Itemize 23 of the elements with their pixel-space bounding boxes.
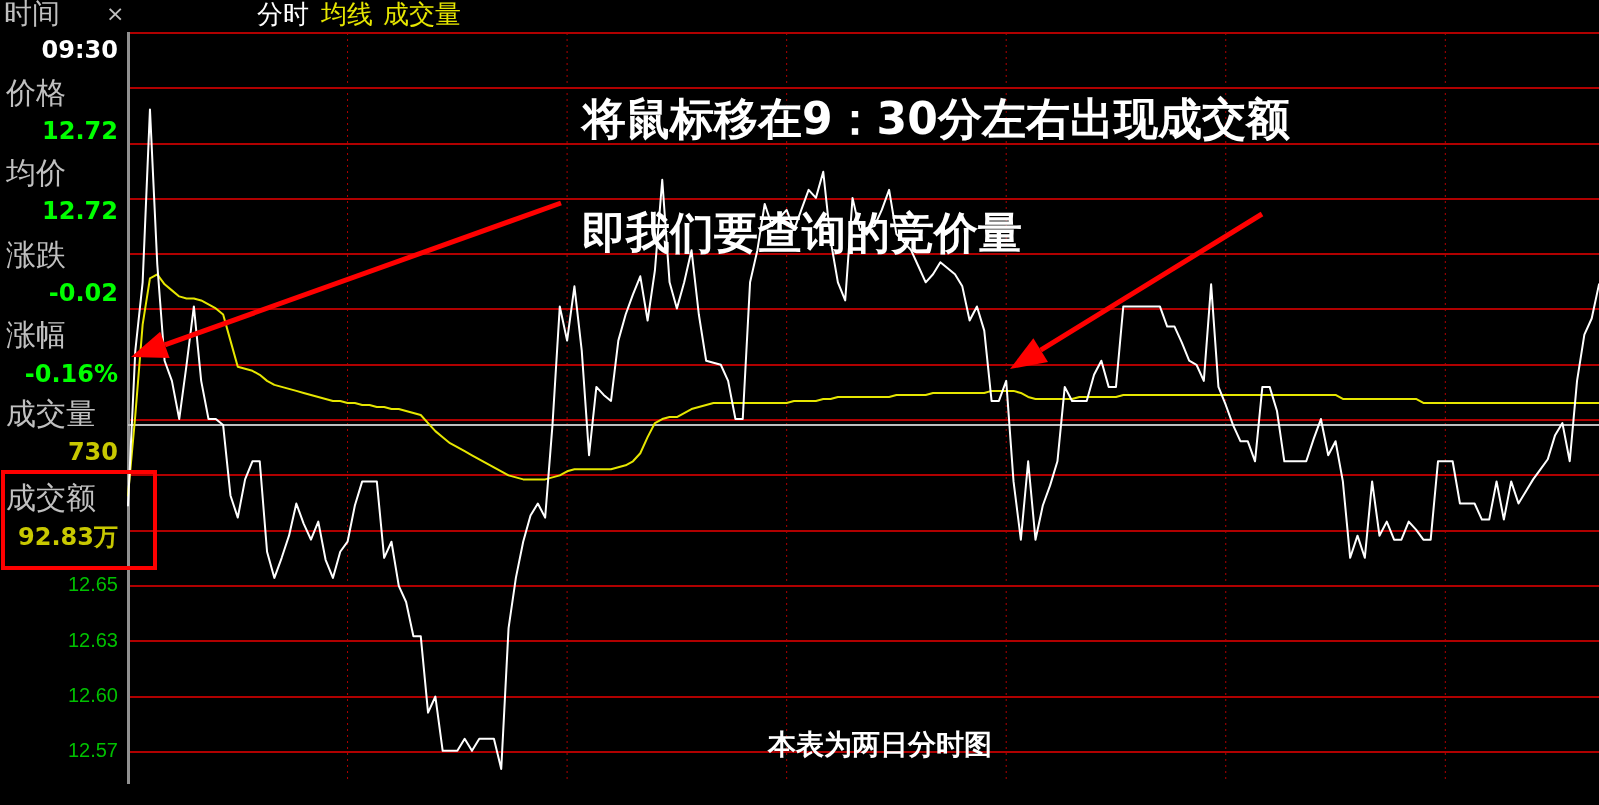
- text: 12.72: [42, 116, 118, 145]
- text: 92.83万: [18, 522, 118, 551]
- text: 成交量: [383, 0, 461, 29]
- text: 730: [67, 437, 118, 466]
- text: 均价: [6, 154, 66, 190]
- text: ×: [106, 0, 125, 27]
- text: 成交额: [6, 479, 96, 515]
- y-tick-label: 12.60: [67, 684, 118, 707]
- text: 12.72: [42, 196, 118, 225]
- text: -0.16%: [24, 359, 118, 388]
- text: 均线: [321, 0, 373, 29]
- text: 分时: [257, 0, 309, 29]
- text: 涨跌: [6, 236, 66, 272]
- y-tick-label: 12.63: [67, 628, 118, 651]
- text: -0.02: [48, 278, 118, 307]
- y-tick-label: 12.65: [67, 573, 118, 596]
- y-tick-label: 12.57: [67, 739, 118, 762]
- annotation: 将鼠标移在9：30分左右出现成交额: [582, 92, 1290, 144]
- text: 时间: [4, 0, 60, 30]
- text: 成交量: [6, 395, 96, 431]
- text: 价格: [6, 74, 66, 110]
- text: 涨幅: [6, 316, 66, 352]
- text: 09:30: [41, 35, 118, 64]
